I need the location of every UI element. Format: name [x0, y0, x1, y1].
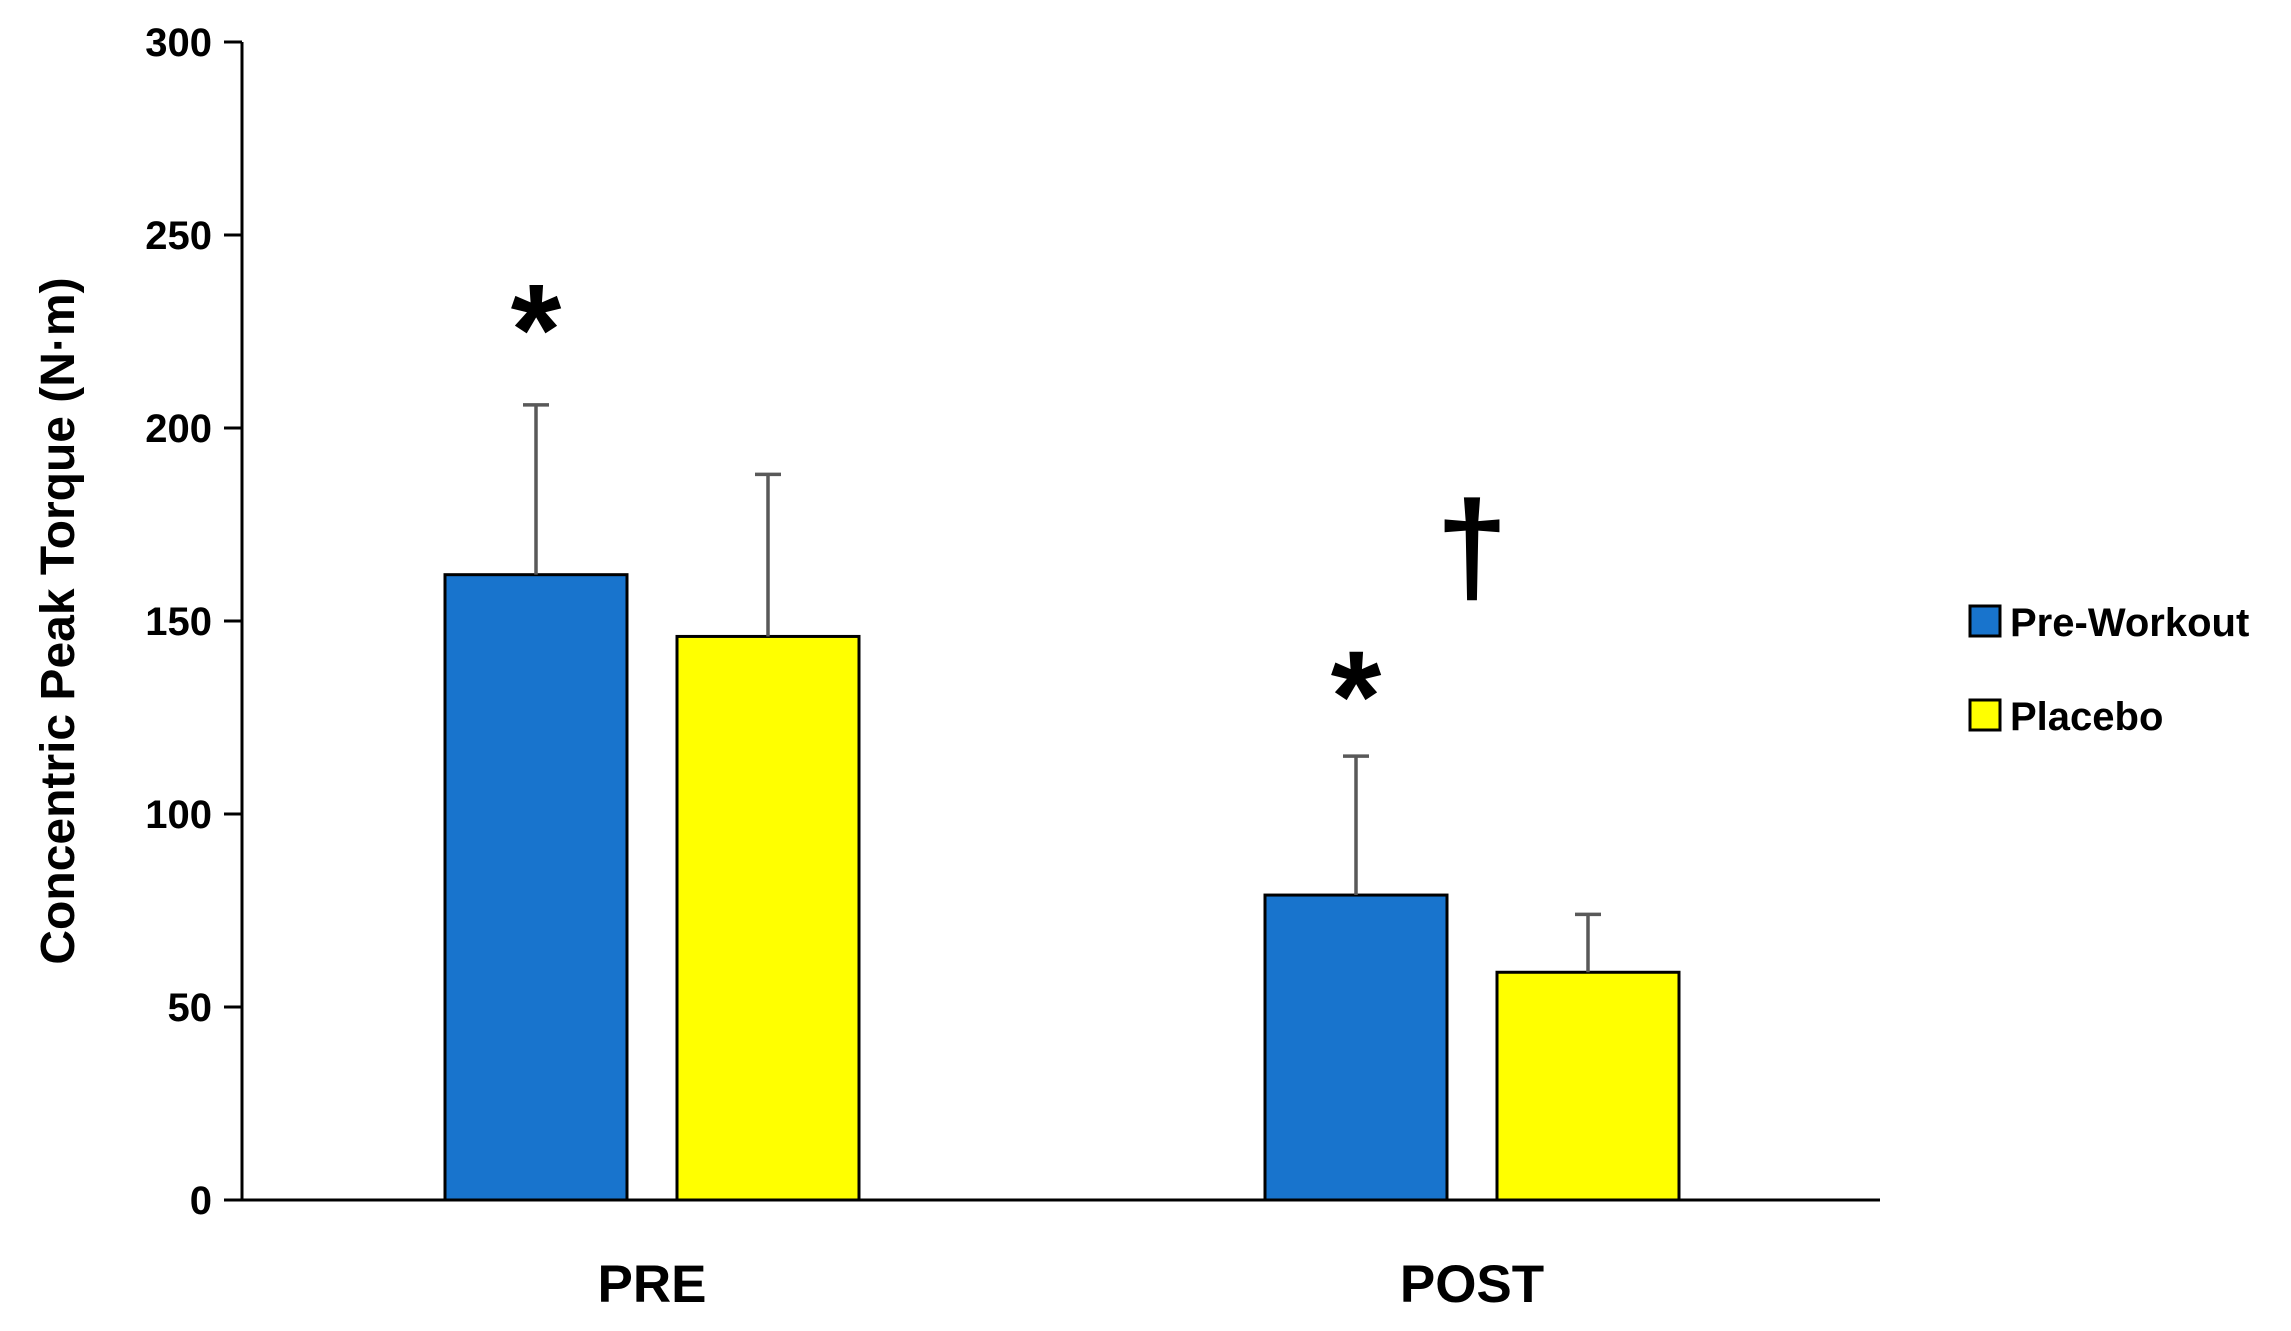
error-bar [1575, 912, 1601, 973]
significance-marker: * [511, 256, 562, 402]
significance-marker: † [1436, 474, 1508, 620]
error-bar [1343, 754, 1369, 896]
legend-swatch [1968, 698, 2002, 732]
bars-layer [443, 573, 1681, 1202]
legend-item: Placebo [1968, 695, 2163, 739]
legend-label: Pre-Workout [2010, 601, 2249, 645]
y-tick-label: 250 [145, 214, 212, 258]
legend-label: Placebo [2010, 695, 2163, 739]
error-bar [755, 472, 781, 637]
y-tick-label: 150 [145, 600, 212, 644]
bar-pre-workout-pre [443, 573, 629, 1202]
bar-placebo-post [1495, 970, 1681, 1202]
y-ticks-layer: 0 50 100 150 200 250 300 [145, 21, 242, 1223]
y-axis-label: Concentric Peak Torque (N·m) [32, 277, 85, 964]
legend: Pre-Workout Placebo [1968, 601, 2249, 739]
x-category-label: POST [1400, 1255, 1544, 1314]
x-categories-layer: PRE POST [598, 1255, 1545, 1314]
y-tick-label: 50 [168, 986, 213, 1030]
y-tick-label: 200 [145, 407, 212, 451]
legend-swatch [1968, 604, 2002, 638]
annotations-layer: * * † [511, 256, 1508, 769]
y-tick-label: 0 [190, 1179, 212, 1223]
bar-placebo-pre [675, 634, 861, 1202]
y-tick-label: 300 [145, 21, 212, 65]
y-tick-label: 100 [145, 793, 212, 837]
error-bars-layer [523, 403, 1601, 973]
x-category-label: PRE [598, 1255, 707, 1314]
significance-marker: * [1331, 623, 1382, 769]
error-bar [523, 403, 549, 575]
bar-pre-workout-post [1263, 893, 1449, 1202]
legend-item: Pre-Workout [1968, 601, 2249, 645]
